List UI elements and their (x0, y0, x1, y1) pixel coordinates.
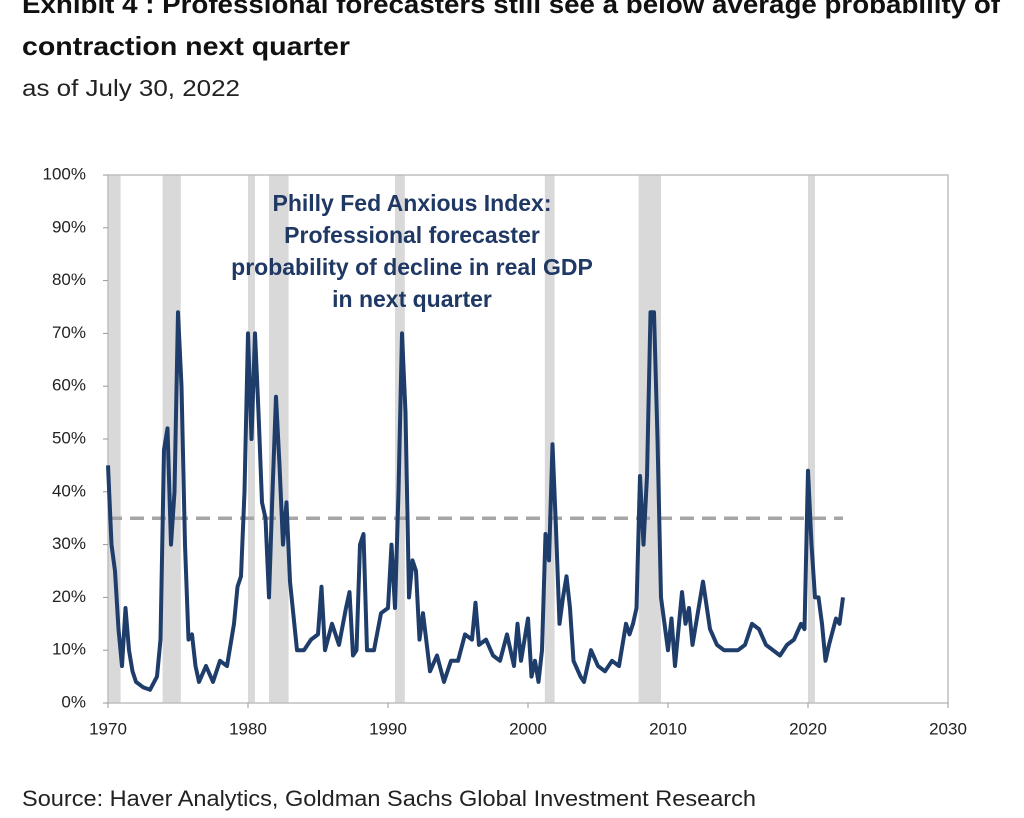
chart-title: contraction next quarter (22, 31, 350, 61)
plot-area: 0% 10% 20% 30% 40% 50% 60% 70% 80% 90% 100% 1970 198… (43, 164, 967, 738)
annotation: Professional forecaster (284, 222, 540, 248)
y-tick-label: 30% (52, 534, 86, 553)
source-note: Source: Haver Analytics, Goldman Sachs G… (22, 786, 756, 811)
y-tick-label: 40% (52, 481, 86, 500)
y-tick-label: 10% (52, 640, 86, 659)
x-tick-label: 1970 (89, 719, 127, 738)
annotation: Philly Fed Anxious Index: (272, 190, 551, 216)
x-tick-label: 2010 (649, 719, 687, 738)
y-tick-label: 50% (52, 428, 86, 447)
y-tick-label: 100% (43, 164, 86, 183)
annotation: probability of decline in real GDP (231, 254, 593, 280)
x-tick-label: 2030 (929, 719, 967, 738)
x-tick-label: 2020 (789, 719, 827, 738)
recession-band (162, 175, 181, 703)
y-tick-label: 0% (61, 692, 86, 711)
annotation: in next quarter (332, 286, 492, 312)
recession-band (108, 175, 121, 703)
recession-band (808, 175, 815, 703)
data-line (106, 310, 845, 692)
y-tick-label: 80% (52, 270, 86, 289)
chart-title: Exhibit 4 : Professional forecasters sti… (22, 0, 1000, 19)
x-tick-label: 1990 (369, 719, 407, 738)
y-tick-label: 20% (52, 587, 86, 606)
x-tick-label: 2000 (509, 719, 547, 738)
recession-band (638, 175, 661, 703)
recession-band (544, 175, 555, 703)
chart-subtitle: as of July 30, 2022 (22, 75, 240, 101)
y-tick-label: 60% (52, 376, 86, 395)
y-tick-label: 70% (52, 323, 86, 342)
x-tick-label: 1980 (229, 719, 267, 738)
y-tick-label: 90% (52, 217, 86, 236)
